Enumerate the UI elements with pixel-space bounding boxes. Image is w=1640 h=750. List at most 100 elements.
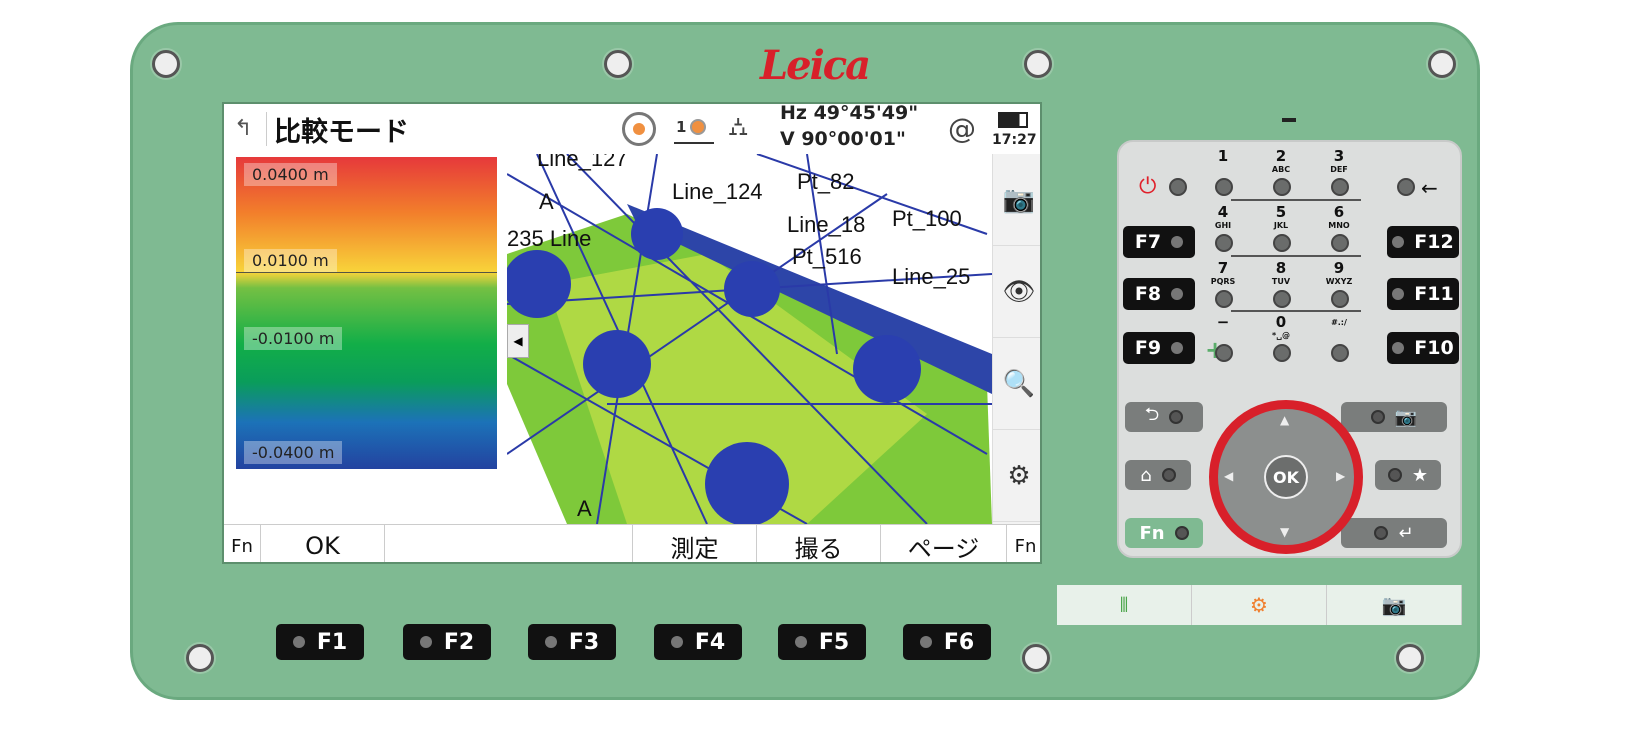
legend-min: -0.0400 m (244, 441, 343, 464)
surface-highlight (547, 254, 927, 524)
key-4[interactable] (1215, 234, 1233, 252)
empty-softkey[interactable] (384, 525, 632, 562)
power-button[interactable] (1169, 178, 1187, 196)
map-label: Line_18 (787, 212, 865, 237)
key-label: 9 WXYZ (1325, 259, 1353, 287)
f2-key[interactable]: F2 (403, 624, 491, 660)
tool-column: 📷 👁 🔍 ⚙ (992, 154, 1040, 524)
key-label: 5 JKL (1273, 203, 1289, 231)
prism-icon (690, 119, 706, 135)
key-label: 4 GHI (1214, 203, 1232, 231)
backspace-button[interactable] (1397, 178, 1415, 196)
key-1[interactable] (1215, 178, 1233, 196)
key-−[interactable] (1215, 344, 1233, 362)
screw (1022, 644, 1050, 672)
f5-key[interactable]: F5 (778, 624, 866, 660)
fn-right-key[interactable]: Fn (1006, 525, 1040, 562)
settings-icon[interactable]: ⚙ (1192, 585, 1327, 625)
screw (604, 50, 632, 78)
hz-angle: Hz 49°45'49" (780, 102, 919, 124)
camera-icon[interactable]: 📷 (993, 154, 1040, 246)
key-7[interactable] (1215, 290, 1233, 308)
navigation-ring[interactable]: OK ▲ ▼ ◀ ▶ (1209, 400, 1363, 554)
measure-softkey[interactable]: 測定 (632, 525, 756, 562)
key-label: − (1216, 313, 1230, 331)
divider (266, 112, 267, 146)
divider (1231, 199, 1361, 201)
page-title: 比較モード (274, 117, 409, 148)
backspace-icon: ← (1421, 176, 1438, 200)
legend-upper: 0.0100 m (244, 249, 337, 272)
collapse-panel-button[interactable]: ◀ (507, 324, 529, 358)
f11-key[interactable]: F11 (1387, 278, 1459, 310)
key-label: 8 TUV (1271, 259, 1291, 287)
camera-key[interactable]: 📷 (1341, 402, 1447, 432)
screw (1024, 50, 1052, 78)
f9-key[interactable]: F9 (1123, 332, 1195, 364)
key-3[interactable] (1331, 178, 1349, 196)
down-arrow-icon[interactable]: ▼ (1280, 525, 1290, 539)
apps-icon[interactable]: ⦀ (1057, 585, 1192, 625)
point-cloud-view[interactable]: Line_127 Line_124 Pt_82 Line_18 Pt_100 2… (507, 154, 992, 524)
back-key[interactable]: ⮌ (1125, 402, 1203, 432)
ok-softkey[interactable]: OK (260, 525, 384, 562)
fn-left-key[interactable]: Fn (231, 535, 253, 557)
target-icon[interactable] (622, 112, 656, 146)
fn-key[interactable]: Fn (1125, 518, 1203, 548)
divider (1231, 255, 1361, 257)
back-icon[interactable]: ↰ (234, 116, 253, 141)
display-screen: ↰ 比較モード 1 ⛼ Hz 49°45'49" V 90°00'01" @ 1… (222, 102, 1042, 564)
eye-icon[interactable]: 👁 (993, 246, 1040, 338)
key-hash[interactable] (1331, 344, 1349, 362)
key-0[interactable] (1273, 344, 1291, 362)
f3-key[interactable]: F3 (528, 624, 616, 660)
point-clusters (507, 208, 921, 524)
zoom-icon[interactable]: 🔍 (993, 338, 1040, 430)
battery-icon (998, 112, 1028, 128)
screw (152, 50, 180, 78)
key-label: 0 *␣@ (1272, 313, 1290, 341)
home-key[interactable]: ⌂ (1125, 460, 1191, 490)
north-arrow-label: A (539, 189, 554, 214)
at-icon[interactable]: @ (948, 112, 976, 145)
color-legend: 0.0400 m 0.0100 m -0.0100 m -0.0400 m (236, 157, 497, 469)
right-arrow-icon[interactable]: ▶ (1336, 469, 1346, 483)
favorites-key[interactable]: ★ (1375, 460, 1441, 490)
f8-key[interactable]: F8 (1123, 278, 1195, 310)
point-cloud-svg: Line_127 Line_124 Pt_82 Line_18 Pt_100 2… (507, 154, 992, 524)
left-arrow-icon[interactable]: ◀ (1224, 469, 1234, 483)
key-label: 6 MNO (1328, 203, 1350, 231)
f7-key[interactable]: F7 (1123, 226, 1195, 258)
key-9[interactable] (1331, 290, 1349, 308)
camera-settings-icon[interactable]: 📷 (1327, 585, 1462, 625)
tilt-icon[interactable]: ⛼ (728, 112, 749, 142)
ok-button[interactable]: OK (1264, 455, 1308, 499)
key-2[interactable] (1273, 178, 1291, 196)
f10-key[interactable]: F10 (1387, 332, 1459, 364)
screw (1396, 644, 1424, 672)
page-softkey[interactable]: ページ (880, 525, 1006, 562)
key-label: 3 DEF (1330, 147, 1348, 175)
map-label: A (577, 496, 592, 521)
key-8[interactable] (1273, 290, 1291, 308)
enter-key[interactable]: ↵ (1341, 518, 1447, 548)
f12-key[interactable]: F12 (1387, 226, 1459, 258)
key-5[interactable] (1273, 234, 1291, 252)
key-label: #.:/ (1331, 318, 1347, 327)
f4-key[interactable]: F4 (654, 624, 742, 660)
prism-count[interactable]: 1 (676, 118, 687, 136)
key-label: 7 PQRS (1210, 259, 1236, 287)
key-6[interactable] (1331, 234, 1349, 252)
capture-softkey[interactable]: 撮る (756, 525, 880, 562)
key-label: 2 ABC (1271, 147, 1291, 175)
f6-key[interactable]: F6 (903, 624, 991, 660)
v-angle: V 90°00'01" (780, 128, 906, 150)
keypad: ⏻ ← + F7 F8 F9 F12 F11 F10 ⮌ ⌂ Fn 📷 ★ ↵ … (1117, 140, 1462, 558)
f1-key[interactable]: F1 (276, 624, 364, 660)
app-shortcut-strip: ⦀ ⚙ 📷 (1057, 585, 1462, 625)
up-arrow-icon[interactable]: ▲ (1280, 413, 1290, 427)
gear-icon[interactable]: ⚙ (993, 430, 1040, 522)
map-label: Line_127 (537, 154, 628, 171)
map-label: Pt_100 (892, 206, 962, 231)
clock: 17:27 (992, 132, 1037, 148)
